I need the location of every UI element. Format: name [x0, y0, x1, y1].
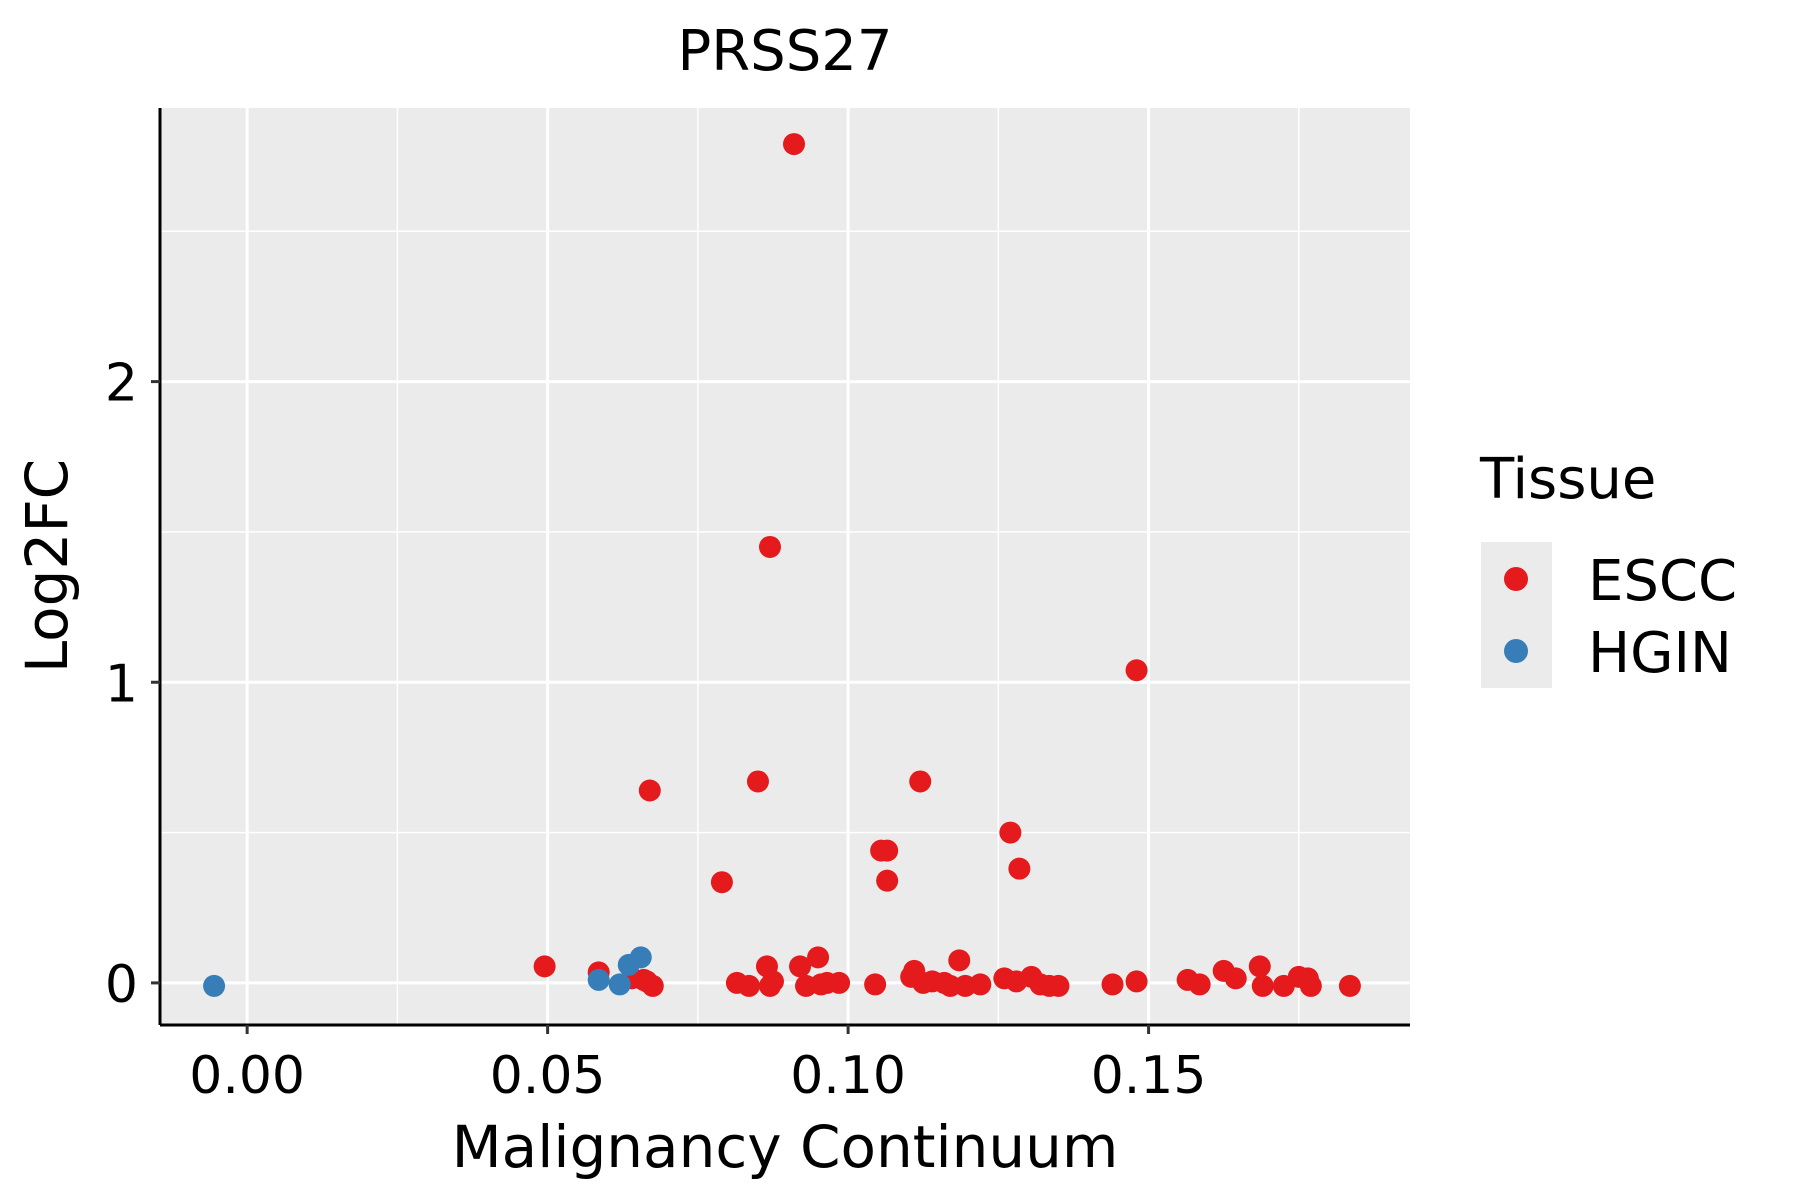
- point-escc: [1047, 974, 1070, 997]
- point-escc: [710, 871, 733, 894]
- x-tick-label: 0.10: [790, 1046, 906, 1106]
- point-escc: [876, 839, 899, 862]
- point-escc: [948, 949, 971, 972]
- y-axis-ticks: 0 1 2: [105, 354, 160, 1015]
- point-escc: [828, 971, 851, 994]
- point-escc: [1101, 973, 1124, 996]
- point-escc: [876, 869, 899, 892]
- legend-key-background: [1481, 542, 1552, 688]
- legend-key-hgin: [1504, 639, 1528, 663]
- point-escc: [1008, 857, 1031, 880]
- point-escc: [864, 973, 887, 996]
- point-hgin: [608, 973, 631, 996]
- point-escc: [1125, 970, 1148, 993]
- point-escc: [1338, 974, 1361, 997]
- point-escc: [737, 974, 760, 997]
- point-escc: [1188, 973, 1211, 996]
- plot-panel: [160, 108, 1410, 1025]
- point-escc: [1125, 659, 1148, 682]
- legend-label-hgin: HGIN: [1588, 621, 1732, 686]
- minor-gridlines: [160, 108, 1410, 1025]
- point-escc: [969, 973, 992, 996]
- y-tick-label: 0: [105, 955, 138, 1015]
- point-escc: [999, 821, 1022, 844]
- point-escc: [783, 133, 806, 156]
- x-axis-title: Malignancy Continuum: [452, 1113, 1119, 1181]
- point-hgin: [203, 974, 226, 997]
- point-escc: [789, 955, 812, 978]
- point-escc: [761, 970, 784, 993]
- legend-key-escc: [1504, 567, 1528, 591]
- point-escc: [638, 779, 661, 802]
- data-points: [203, 133, 1361, 997]
- point-escc: [1251, 974, 1274, 997]
- x-tick-label: 0.15: [1091, 1046, 1207, 1106]
- point-escc: [746, 770, 769, 793]
- major-gridlines: [160, 108, 1410, 1025]
- legend: Tissue ESCC HGIN: [1479, 447, 1737, 688]
- point-escc: [641, 974, 664, 997]
- chart-title: PRSS27: [677, 19, 892, 84]
- point-escc: [1248, 955, 1271, 978]
- y-tick-label: 1: [105, 654, 138, 714]
- point-escc: [533, 955, 556, 978]
- x-axis-ticks: 0.00 0.05 0.10 0.15: [189, 1025, 1206, 1106]
- x-tick-label: 0.05: [490, 1046, 606, 1106]
- point-hgin: [629, 946, 652, 969]
- point-escc: [1224, 967, 1247, 990]
- x-tick-label: 0.00: [189, 1046, 305, 1106]
- y-axis-title: Log2FC: [13, 459, 81, 673]
- point-escc: [758, 535, 781, 558]
- legend-title: Tissue: [1479, 447, 1656, 512]
- point-escc: [909, 770, 932, 793]
- point-hgin: [587, 968, 610, 991]
- point-escc: [1299, 974, 1322, 997]
- legend-label-escc: ESCC: [1588, 549, 1737, 614]
- y-tick-label: 2: [105, 354, 138, 414]
- point-escc: [807, 946, 830, 969]
